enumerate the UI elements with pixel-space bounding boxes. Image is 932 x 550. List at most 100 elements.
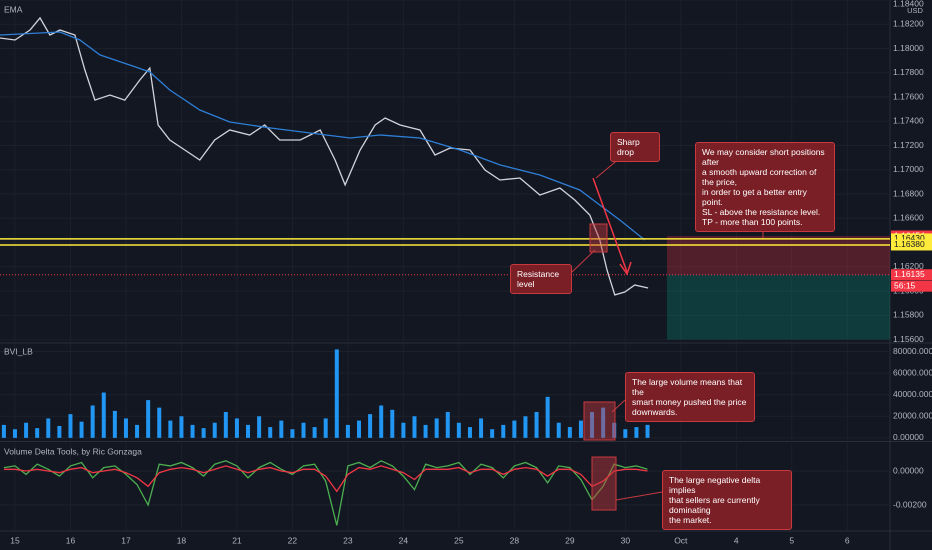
price-badge-label: 1.16135 [894,269,925,279]
x-tick-label: 5 [789,535,794,545]
bar [645,424,650,438]
callout: Resistance level [510,264,572,294]
panel-title: Volume Delta Tools, by Ric Gonzaga [4,446,142,456]
bar [112,410,117,438]
x-tick-label: 16 [66,535,76,545]
marks-layer [0,16,890,526]
bar [323,418,328,438]
bar [379,405,384,438]
y-tick-label: 1.16600 [893,213,924,223]
bar [190,424,195,438]
bar [623,429,628,438]
callout: We may consider short positions after a … [695,142,835,232]
bar [412,416,417,438]
series-line [0,16,649,296]
bar [57,425,62,438]
callout: The large volume means that the smart mo… [625,372,755,422]
highlight-box [591,456,617,511]
bar [268,427,273,438]
highlight-box [589,223,608,253]
target-zone [666,274,890,340]
panel-title: EMA [4,4,23,14]
bar [1,424,6,438]
y-tick-label: 1.15600 [893,334,924,344]
y-tick-label: 1.18200 [893,19,924,29]
bar [101,392,106,438]
highlight-box [583,401,616,441]
x-tick-label: 23 [343,535,353,545]
bar [390,409,395,438]
y-tick-label: 80000.00000 [893,346,932,356]
bar [501,424,506,438]
panel-title: BVI_LB [4,346,33,356]
bar [401,422,406,438]
countdown-badge [891,280,932,292]
bar [157,407,162,438]
x-tick-label: 29 [565,535,575,545]
x-tick-label: 25 [454,535,464,545]
bar [368,414,373,438]
series-line [0,31,646,241]
stop-zone [666,236,890,275]
y-tick-label: 20000.00000 [893,411,932,421]
y-tick-label: 1.18400 [893,0,924,8]
bar [578,420,583,438]
bar [301,422,306,438]
callout: The large negative delta implies that se… [662,470,792,530]
price-badge-label: 1.16380 [894,239,925,249]
x-tick-label: 15 [10,535,20,545]
x-tick-label: 24 [399,535,409,545]
countdown-label: 56:15 [894,280,916,290]
x-tick-label: 22 [288,535,298,545]
x-tick-label: 18 [177,535,187,545]
bar [490,429,495,438]
bar [334,349,339,438]
x-tick-label: 28 [510,535,520,545]
bar [512,420,517,438]
x-tick-label: Oct [674,535,688,545]
bar [90,405,95,438]
y-tick-label: 40000.00000 [893,389,932,399]
bar [634,427,639,438]
bar [201,428,206,438]
bar [46,418,51,438]
y-tick-label: 1.18000 [893,43,924,53]
price-badge-label: 1.16430 [894,233,925,243]
bar [534,411,539,438]
y-tick-label: 0.00000 [893,465,924,475]
bar [467,427,472,438]
bar [135,424,140,438]
bar [523,416,528,438]
arrow [592,177,628,273]
bar [434,418,439,438]
price-badge [891,269,932,281]
y-tick-label: 1.15800 [893,310,924,320]
bar [356,420,361,438]
bar [24,422,29,438]
bar [590,411,595,438]
arrow-head [619,261,632,276]
bar [212,422,217,438]
bar [146,400,151,438]
y-tick-label: 1.17000 [893,164,924,174]
bar [279,420,284,438]
bar [567,427,572,438]
bar [123,418,128,438]
bar [290,429,295,438]
bar [556,422,561,438]
bar [179,416,184,438]
y-tick-label: 1.17800 [893,67,924,77]
price-badge [891,233,932,245]
bar [68,414,73,438]
pointer [611,399,626,413]
y-tick-label: -0.00200 [893,499,927,509]
y-tick-label: 60000.00000 [893,367,932,377]
y-tick-label: 1.17400 [893,116,924,126]
bar [246,424,251,438]
bar [345,424,350,438]
bar [234,418,239,438]
pointer [615,491,663,501]
x-tick-label: 17 [121,535,131,545]
bar [79,421,84,438]
